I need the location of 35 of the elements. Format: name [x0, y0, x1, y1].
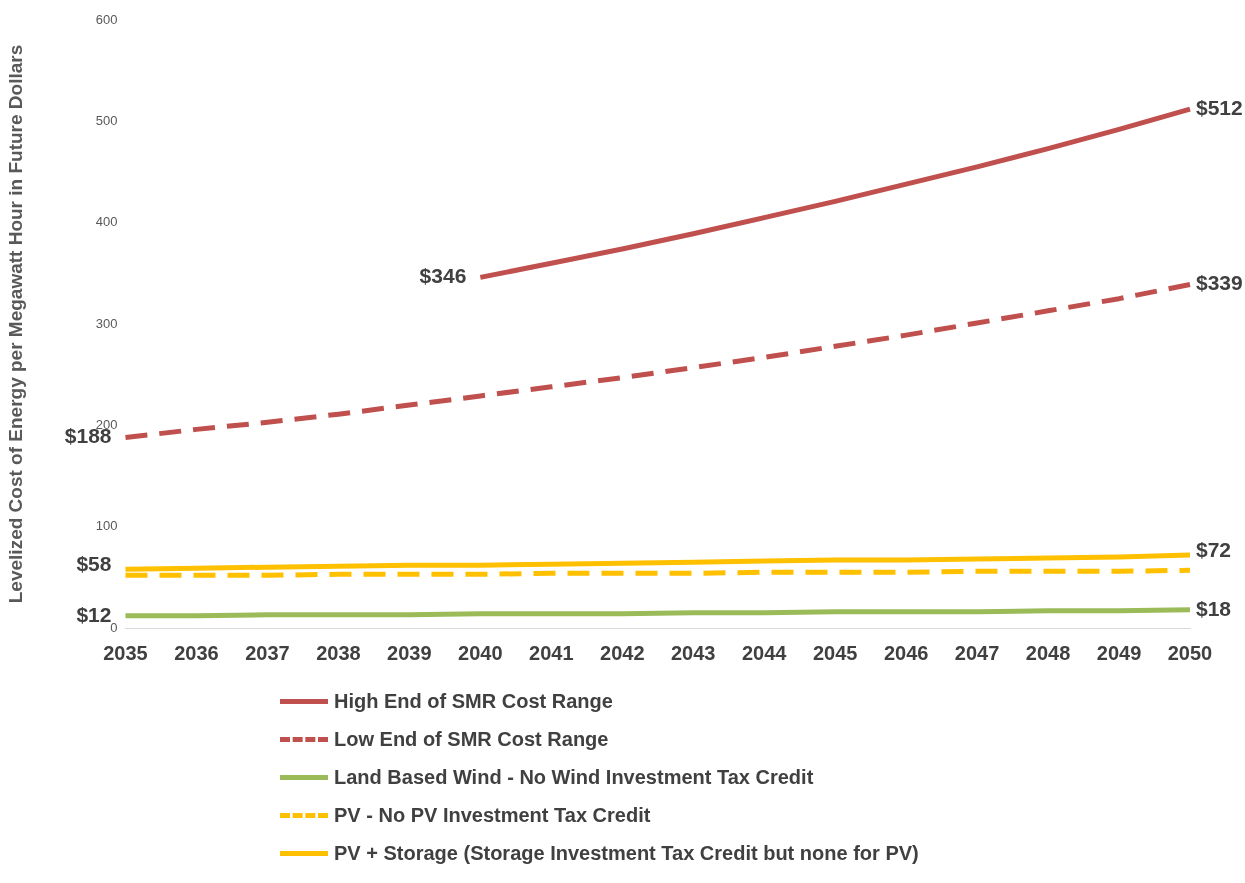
- y-tick-label: 400: [95, 214, 118, 230]
- data-label: $346: [419, 264, 467, 288]
- x-tick-label: 2043: [670, 641, 716, 664]
- legend-label: High End of SMR Cost Range: [334, 689, 613, 713]
- legend-label: PV + Storage (Storage Investment Tax Credit but none for PV): [334, 841, 919, 865]
- x-tick-label: 2050: [1167, 641, 1213, 664]
- x-tick-label: 2041: [529, 641, 574, 664]
- x-tick-label: 2038: [316, 641, 361, 664]
- x-tick-label: 2035: [103, 641, 148, 664]
- x-tick-label: 2040: [458, 641, 503, 664]
- x-tick-label: 2045: [812, 641, 858, 664]
- legend-label: Land Based Wind - No Wind Investment Tax Credit: [334, 765, 814, 789]
- legend-label: Low End of SMR Cost Range: [334, 727, 609, 751]
- x-tick-label: 2046: [883, 641, 929, 664]
- x-tick-label: 2049: [1096, 641, 1142, 664]
- data-label: $512: [1196, 95, 1243, 119]
- y-axis-title: Levelized Cost of Energy per Megawatt Hour in Future Dollars: [4, 44, 26, 604]
- legend-label: PV - No PV Investment Tax Credit: [334, 803, 651, 827]
- data-label: $72: [1196, 537, 1232, 561]
- y-tick-label: 100: [95, 518, 118, 534]
- x-tick-label: 2044: [741, 641, 788, 664]
- data-label: $339: [1196, 271, 1243, 295]
- y-tick-label: 600: [95, 11, 118, 27]
- data-label: $12: [76, 602, 112, 626]
- x-tick-label: 2039: [387, 641, 432, 664]
- y-tick-label: 300: [95, 315, 118, 331]
- x-tick-label: 2047: [954, 641, 1000, 664]
- x-tick-label: 2042: [600, 641, 645, 664]
- data-label: $18: [1196, 596, 1232, 620]
- x-tick-label: 2037: [245, 641, 290, 664]
- data-label: $58: [76, 552, 112, 576]
- y-tick-label: 500: [95, 112, 118, 128]
- y-tick-label: 0: [110, 619, 118, 635]
- x-tick-label: 2048: [1025, 641, 1071, 664]
- x-tick-label: 2036: [174, 641, 219, 664]
